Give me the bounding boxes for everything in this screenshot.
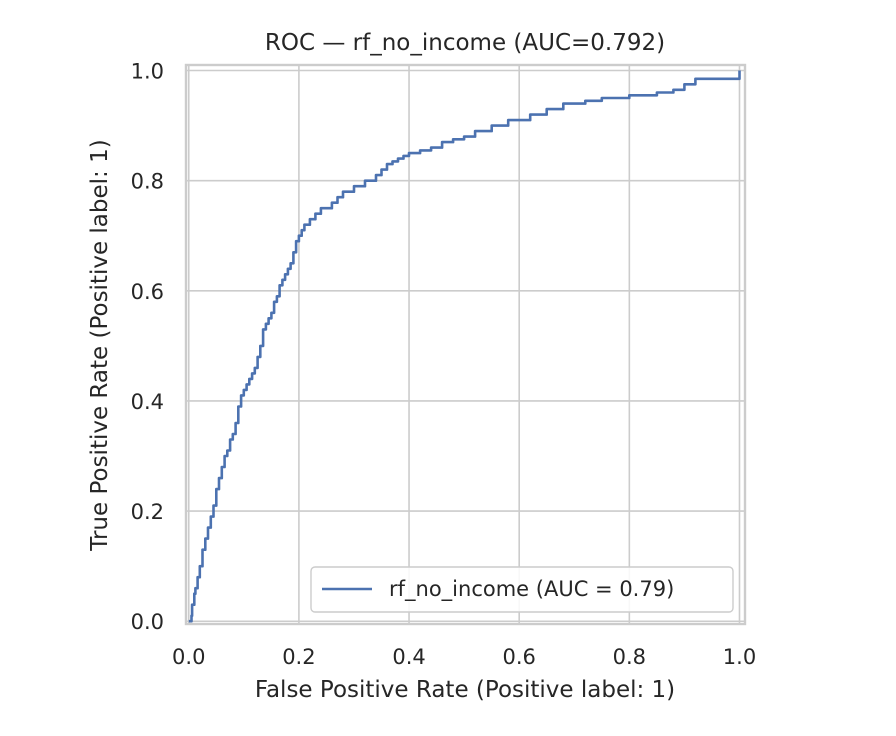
x-tick-label: 0.0	[172, 645, 205, 669]
x-tick-label: 0.6	[502, 645, 535, 669]
x-tick-label: 0.4	[392, 645, 425, 669]
y-axis-label: True Positive Rate (Positive label: 1)	[87, 139, 113, 551]
y-tick-label: 0.0	[131, 610, 164, 634]
x-axis-label: False Positive Rate (Positive label: 1)	[255, 677, 675, 703]
plot-frame	[184, 63, 747, 626]
roc-curve-line	[188, 70, 741, 623]
grid-lines	[186, 65, 745, 624]
y-tick-label: 0.8	[131, 170, 164, 194]
x-tick-label: 0.8	[613, 645, 646, 669]
legend: rf_no_income (AUC = 0.79)	[310, 566, 734, 613]
y-tick-label: 0.6	[131, 280, 164, 304]
y-tick-labels: 0.0 0.2 0.4 0.6 0.8 1.0	[131, 60, 164, 635]
x-tick-label: 0.2	[282, 645, 315, 669]
legend-box	[310, 566, 734, 613]
x-tick-label: 1.0	[723, 645, 756, 669]
x-tick-labels: 0.0 0.2 0.4 0.6 0.8 1.0	[172, 645, 756, 669]
y-tick-label: 0.4	[131, 390, 164, 414]
legend-entry-label: rf_no_income (AUC = 0.79)	[389, 577, 674, 602]
y-tick-label: 0.2	[131, 500, 164, 524]
chart-title: ROC — rf_no_income (AUC=0.792)	[265, 30, 665, 56]
y-tick-label: 1.0	[131, 60, 164, 84]
